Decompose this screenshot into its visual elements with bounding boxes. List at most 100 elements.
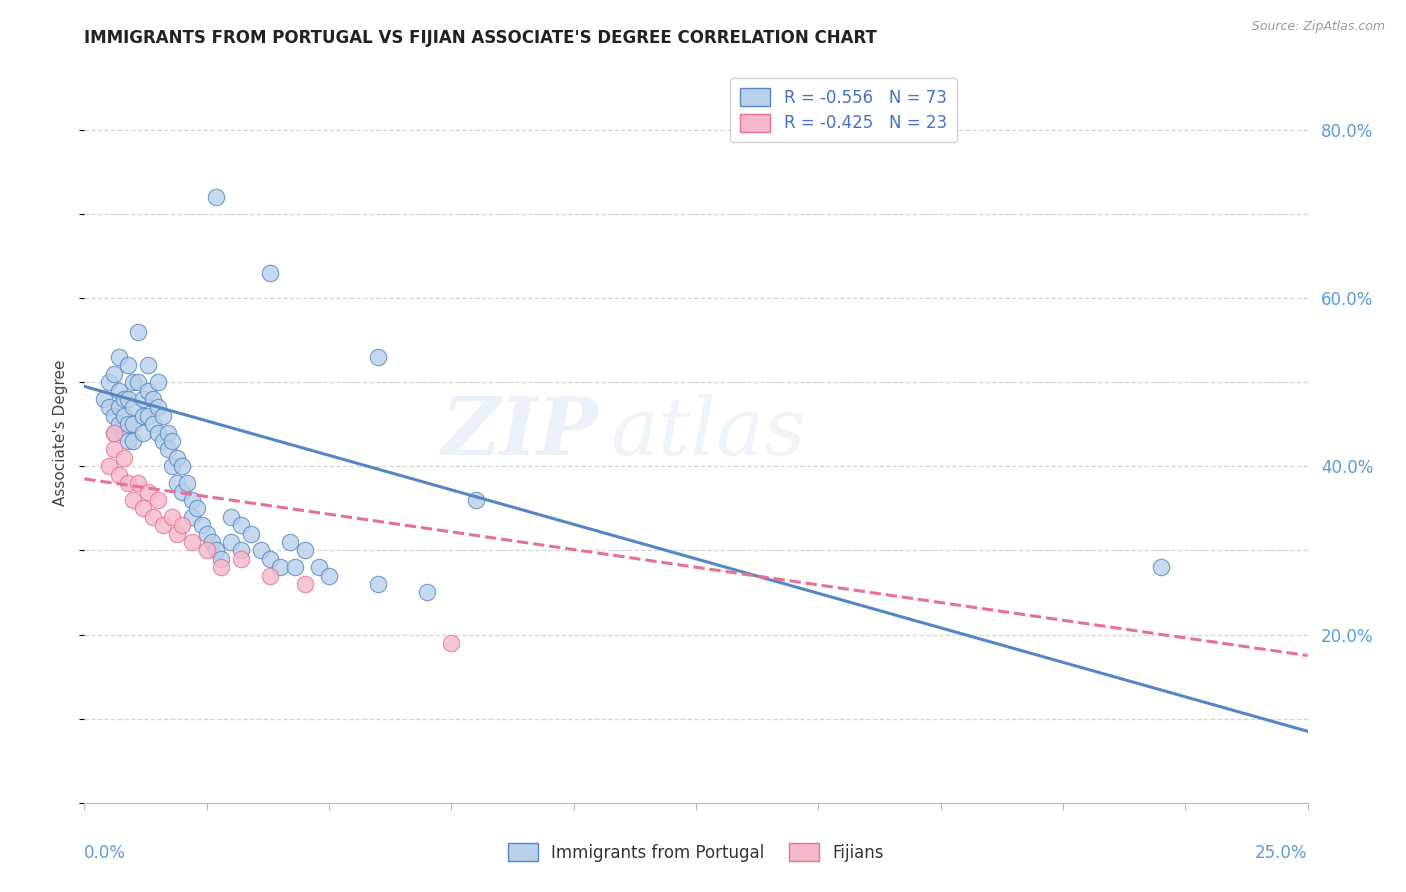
Point — [112, 409, 135, 423]
Point — [205, 543, 228, 558]
Point — [1150, 560, 1173, 574]
Point — [112, 392, 135, 406]
Point — [97, 459, 120, 474]
Point — [219, 509, 242, 524]
Point — [318, 568, 340, 582]
Point — [440, 636, 463, 650]
Point — [166, 450, 188, 465]
Point — [132, 501, 155, 516]
Point — [367, 350, 389, 364]
Point — [181, 509, 204, 524]
Point — [97, 401, 120, 415]
Point — [259, 551, 281, 566]
Point — [308, 560, 330, 574]
Point — [117, 392, 139, 406]
Point — [181, 535, 204, 549]
Point — [136, 359, 159, 373]
Point — [172, 459, 194, 474]
Point — [122, 434, 145, 448]
Point — [103, 442, 125, 457]
Point — [103, 367, 125, 381]
Text: ZIP: ZIP — [441, 394, 598, 471]
Point — [186, 501, 208, 516]
Point — [136, 484, 159, 499]
Point — [122, 492, 145, 507]
Point — [229, 518, 252, 533]
Point — [127, 325, 149, 339]
Point — [209, 551, 232, 566]
Point — [162, 509, 184, 524]
Y-axis label: Associate's Degree: Associate's Degree — [53, 359, 69, 506]
Text: 0.0%: 0.0% — [84, 844, 127, 862]
Point — [219, 535, 242, 549]
Point — [107, 350, 129, 364]
Point — [146, 492, 169, 507]
Point — [127, 476, 149, 491]
Point — [152, 518, 174, 533]
Point — [122, 401, 145, 415]
Point — [142, 417, 165, 432]
Point — [122, 417, 145, 432]
Point — [127, 375, 149, 389]
Point — [278, 535, 301, 549]
Point — [136, 384, 159, 398]
Point — [103, 409, 125, 423]
Point — [367, 577, 389, 591]
Point — [107, 401, 129, 415]
Point — [259, 568, 281, 582]
Point — [172, 484, 194, 499]
Point — [191, 518, 214, 533]
Point — [156, 425, 179, 440]
Point — [162, 434, 184, 448]
Point — [142, 392, 165, 406]
Legend: Immigrants from Portugal, Fijians: Immigrants from Portugal, Fijians — [501, 837, 891, 869]
Point — [132, 409, 155, 423]
Point — [284, 560, 307, 574]
Point — [195, 526, 218, 541]
Point — [294, 577, 316, 591]
Point — [162, 459, 184, 474]
Point — [117, 417, 139, 432]
Point — [166, 476, 188, 491]
Point — [172, 518, 194, 533]
Point — [239, 526, 262, 541]
Text: Source: ZipAtlas.com: Source: ZipAtlas.com — [1251, 20, 1385, 33]
Point — [97, 375, 120, 389]
Point — [156, 442, 179, 457]
Point — [269, 560, 291, 574]
Point — [103, 425, 125, 440]
Point — [117, 434, 139, 448]
Point — [229, 543, 252, 558]
Point — [112, 450, 135, 465]
Point — [132, 425, 155, 440]
Point — [152, 434, 174, 448]
Point — [181, 492, 204, 507]
Point — [146, 375, 169, 389]
Point — [200, 535, 222, 549]
Point — [176, 476, 198, 491]
Point — [93, 392, 115, 406]
Point — [122, 375, 145, 389]
Point — [464, 492, 486, 507]
Point — [107, 384, 129, 398]
Point — [103, 425, 125, 440]
Point — [112, 425, 135, 440]
Point — [142, 509, 165, 524]
Point — [205, 190, 228, 204]
Point — [209, 560, 232, 574]
Point — [132, 392, 155, 406]
Point — [117, 359, 139, 373]
Point — [146, 425, 169, 440]
Point — [259, 266, 281, 280]
Point — [195, 543, 218, 558]
Point — [117, 476, 139, 491]
Point — [229, 551, 252, 566]
Point — [107, 467, 129, 482]
Point — [249, 543, 271, 558]
Text: 25.0%: 25.0% — [1256, 844, 1308, 862]
Point — [166, 526, 188, 541]
Text: atlas: atlas — [610, 394, 806, 471]
Point — [294, 543, 316, 558]
Point — [107, 417, 129, 432]
Point — [416, 585, 439, 599]
